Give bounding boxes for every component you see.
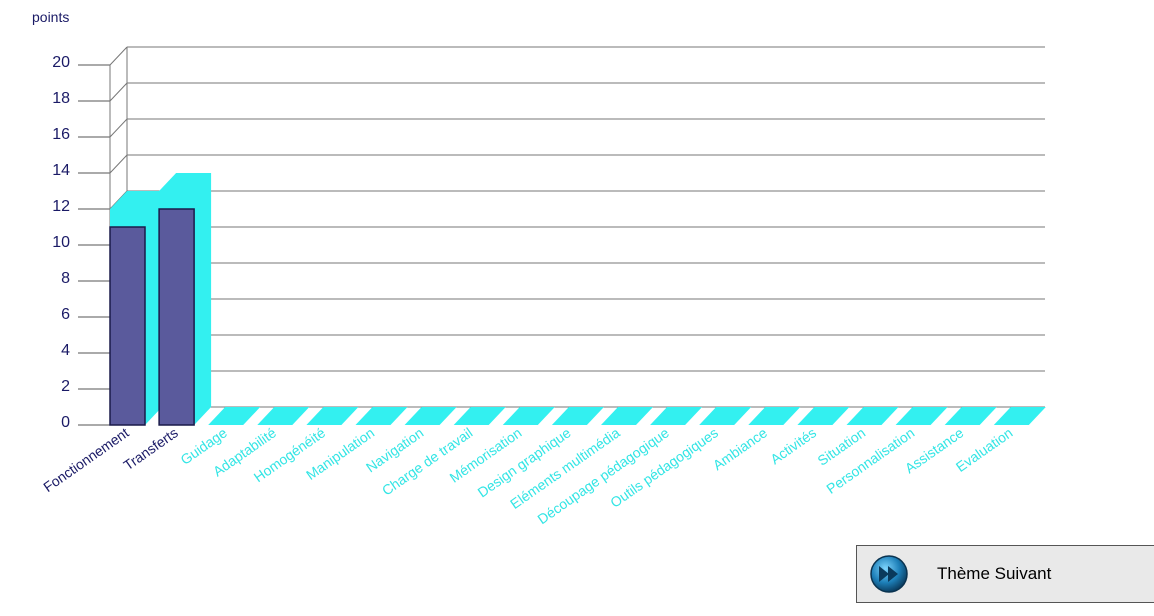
x-label-transferts: Transferts bbox=[120, 424, 180, 473]
bar-back-guidage bbox=[208, 407, 261, 425]
x-label-fonctionnement: Fonctionnement bbox=[40, 424, 132, 495]
bar-back-situation bbox=[846, 407, 899, 425]
bar-back-memorisation bbox=[502, 407, 555, 425]
y-tick-label: 20 bbox=[52, 54, 70, 71]
x-axis-labels: FonctionnementTransfertsGuidageAdaptabil… bbox=[40, 424, 1015, 527]
y-tick-label: 18 bbox=[52, 90, 70, 107]
y-tick-label: 14 bbox=[52, 162, 70, 179]
bar-back-outils-pedagogiques bbox=[699, 407, 752, 425]
y-tick-label: 12 bbox=[52, 198, 70, 215]
y-tick-label: 4 bbox=[61, 342, 70, 359]
bar-back-ambiance bbox=[748, 407, 801, 425]
bar-back-decoupage-pedagogique bbox=[650, 407, 703, 425]
bar-back-homogeneite bbox=[306, 407, 359, 425]
bar-transferts bbox=[158, 208, 195, 426]
grid-diagonal bbox=[109, 46, 128, 66]
x-label-activites: Activités bbox=[767, 424, 819, 467]
theme-suivant-label: Thème Suivant bbox=[937, 564, 1052, 583]
bar-back-adaptabilite bbox=[257, 407, 310, 425]
x-label-personnalisation: Personnalisation bbox=[823, 424, 917, 496]
bar-back-charge-de-travail bbox=[453, 407, 506, 425]
y-tick-label: 10 bbox=[52, 234, 70, 251]
bar-back-evaluation bbox=[993, 407, 1046, 425]
bar-back-assistance bbox=[944, 407, 997, 425]
grid-diagonal bbox=[109, 82, 128, 102]
grid-diagonal bbox=[109, 118, 128, 138]
theme-suivant-button[interactable]: Thème Suivant bbox=[856, 545, 1154, 603]
y-tick-label: 0 bbox=[61, 414, 70, 431]
bar-back-personnalisation bbox=[895, 407, 948, 425]
fast-forward-icon bbox=[870, 555, 908, 593]
grid-diagonal bbox=[109, 154, 128, 174]
bar-fonctionnement bbox=[109, 226, 146, 426]
grid bbox=[109, 46, 1045, 426]
bars bbox=[109, 173, 1046, 426]
y-axis-unit: points bbox=[32, 9, 69, 25]
bar-back-activites bbox=[797, 407, 850, 425]
x-label-ambiance: Ambiance bbox=[710, 424, 770, 473]
y-tick-label: 16 bbox=[52, 126, 70, 143]
y-tick-label: 2 bbox=[61, 378, 70, 395]
bar-back-design-graphique bbox=[551, 407, 604, 425]
bar-back-elements-multimedia bbox=[601, 407, 653, 425]
y-tick-label: 8 bbox=[61, 270, 70, 287]
bar-back-navigation bbox=[404, 407, 457, 425]
bar-back-manipulation bbox=[355, 407, 408, 425]
y-tick-label: 6 bbox=[61, 306, 70, 323]
